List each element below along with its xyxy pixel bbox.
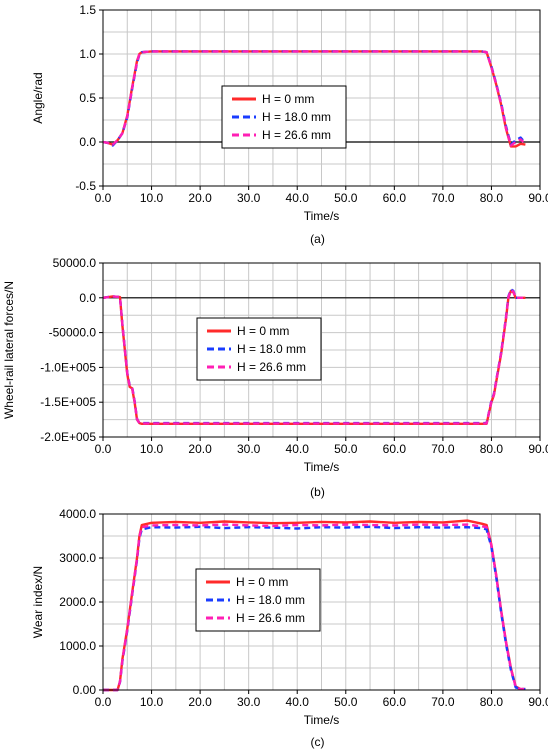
x-tick-label: 90.0 — [528, 695, 548, 709]
y-tick-label: 1.0 — [79, 47, 96, 61]
y-tick-label: 3000.0 — [59, 551, 96, 565]
x-tick-label: 20.0 — [188, 191, 212, 205]
x-tick-label: 80.0 — [480, 695, 504, 709]
series-line-3 — [102, 288, 526, 425]
y-tick-label: -0.5 — [75, 179, 96, 193]
legend-label: H = 0 mm — [262, 92, 314, 106]
x-tick-label: 20.0 — [188, 442, 212, 456]
x-tick-label: 60.0 — [383, 442, 407, 456]
y-tick-label: 1000.0 — [59, 639, 96, 653]
y-tick-label: -2.0E+005 — [40, 430, 96, 444]
legend-label: H = 0 mm — [237, 324, 289, 338]
series-line-3 — [103, 523, 526, 692]
legend-box — [196, 317, 322, 381]
x-tick-label: 30.0 — [237, 191, 261, 205]
x-tick-label: 50.0 — [334, 191, 358, 205]
x-tick-label: 70.0 — [431, 442, 455, 456]
y-tick-label: 0.00 — [73, 683, 97, 697]
y-tick-label: 50000.0 — [53, 256, 97, 270]
x-tick-label: 90.0 — [528, 442, 548, 456]
x-tick-label: 80.0 — [480, 191, 504, 205]
y-tick-label: 1.5 — [79, 3, 96, 17]
y-axis-label: Wear index/N — [31, 566, 45, 638]
x-tick-label: 60.0 — [383, 695, 407, 709]
x-tick-label: 0.0 — [95, 191, 112, 205]
plot-frame — [102, 262, 541, 438]
y-axis-label: Angle/rad — [31, 72, 45, 123]
y-tick-label: 4000.0 — [59, 507, 96, 521]
y-tick-label: 0.0 — [79, 135, 96, 149]
legend-box — [221, 85, 347, 149]
x-axis-label: Time/s — [304, 713, 340, 727]
legend-label: H = 18.0 mm — [237, 342, 306, 356]
y-tick-label: -1.5E+005 — [40, 395, 96, 409]
x-tick-label: 80.0 — [480, 442, 504, 456]
legend-label: H = 0 mm — [236, 575, 288, 589]
x-tick-label: 30.0 — [237, 442, 261, 456]
x-tick-label: 20.0 — [188, 695, 212, 709]
x-tick-label: 50.0 — [334, 695, 358, 709]
x-tick-label: 0.0 — [95, 695, 112, 709]
y-axis-label: Wheel-rail lateral forces/N — [2, 281, 16, 419]
y-tick-label: -50000.0 — [49, 326, 97, 340]
x-tick-label: 10.0 — [140, 695, 164, 709]
panel-caption: (a) — [310, 232, 325, 246]
legend-box — [195, 568, 321, 632]
legend-label: H = 18.0 mm — [262, 110, 331, 124]
legend-label: H = 18.0 mm — [236, 593, 305, 607]
y-tick-label: -1.0E+005 — [40, 360, 96, 374]
y-tick-label: 0.0 — [79, 291, 96, 305]
x-tick-label: 90.0 — [528, 191, 548, 205]
series-line-3 — [102, 50, 527, 147]
x-tick-label: 70.0 — [431, 695, 455, 709]
x-axis-label: Time/s — [304, 460, 340, 474]
x-tick-label: 0.0 — [95, 442, 112, 456]
legend-label: H = 26.6 mm — [237, 360, 306, 374]
x-tick-label: 70.0 — [431, 191, 455, 205]
x-axis-label: Time/s — [304, 209, 340, 223]
panel-caption: (b) — [310, 485, 325, 499]
panel-caption: (c) — [311, 735, 325, 749]
x-tick-label: 40.0 — [286, 191, 310, 205]
y-tick-label: 2000.0 — [59, 595, 96, 609]
x-tick-label: 10.0 — [140, 442, 164, 456]
y-tick-label: 0.5 — [79, 91, 96, 105]
x-tick-label: 10.0 — [140, 191, 164, 205]
legend-label: H = 26.6 mm — [236, 611, 305, 625]
x-tick-label: 50.0 — [334, 442, 358, 456]
x-tick-label: 30.0 — [237, 695, 261, 709]
x-tick-label: 60.0 — [383, 191, 407, 205]
x-tick-label: 40.0 — [286, 442, 310, 456]
legend-label: H = 26.6 mm — [262, 128, 331, 142]
x-tick-label: 40.0 — [286, 695, 310, 709]
